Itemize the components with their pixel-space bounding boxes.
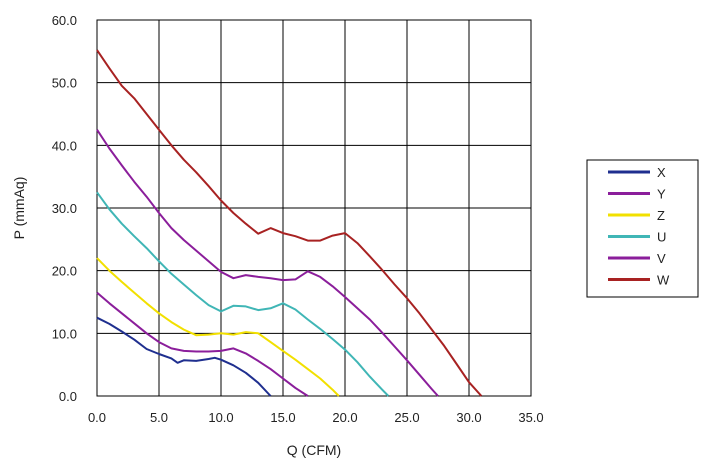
legend-label-w: W [657,273,670,288]
y-tick-label: 10.0 [52,326,77,341]
series-line-v [96,129,439,397]
legend-label-x: X [657,165,666,180]
plot-border [96,19,532,397]
y-tick-label: 20.0 [52,264,77,279]
legend-label-y: Y [657,187,666,202]
legend-label-z: Z [657,208,665,223]
x-tick-label: 30.0 [456,410,481,425]
x-tick-label: 15.0 [270,410,295,425]
y-tick-label: 60.0 [52,13,77,28]
y-axis-title: P (mmAq) [11,177,27,240]
x-tick-label: 0.0 [88,410,106,425]
grid [96,19,532,397]
series-line-u [96,191,390,397]
series-line-x [96,316,272,397]
legend-box [586,159,699,298]
x-tick-labels: 0.0 5.0 10.0 15.0 20.0 25.0 30.0 35.0 [88,410,544,425]
series-line-w [96,49,483,397]
x-tick-label: 35.0 [518,410,543,425]
x-axis-title: Q (CFM) [287,442,341,458]
series-line-z [96,257,340,397]
y-tick-label: 40.0 [52,138,77,153]
y-tick-labels: 0.0 10.0 20.0 30.0 40.0 50.0 60.0 [52,13,77,404]
legend-label-v: V [657,251,666,266]
y-tick-label: 0.0 [59,389,77,404]
x-tick-label: 5.0 [150,410,168,425]
series-line-y [96,291,309,397]
y-tick-label: 50.0 [52,76,77,91]
x-tick-label: 20.0 [332,410,357,425]
legend-label-u: U [657,230,666,245]
x-tick-label: 25.0 [394,410,419,425]
y-tick-label: 30.0 [52,201,77,216]
x-tick-label: 10.0 [208,410,233,425]
series-lines [96,49,483,397]
